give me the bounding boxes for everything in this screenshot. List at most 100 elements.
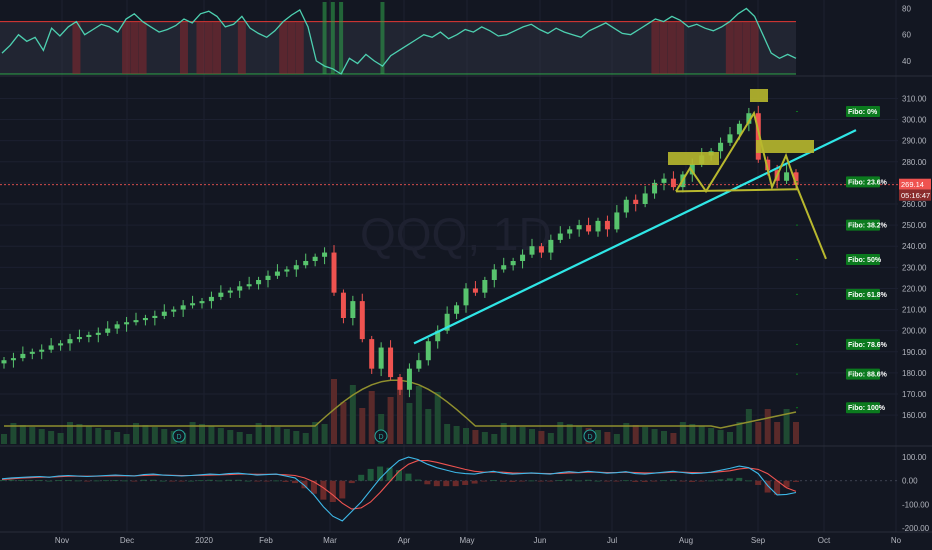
candle-body [548,239,554,253]
fibo-label-box [846,402,880,414]
macd-histogram-bar [726,478,733,481]
volume-bar [783,409,790,444]
candle-body [76,337,82,340]
volume-bar [500,423,507,444]
rsi-overbought-zone [130,21,139,74]
macd-histogram-bar [8,479,15,481]
volume-bar [793,422,799,444]
volume-bar [774,422,781,444]
macd-histogram-bar [273,480,280,482]
volume-bar [255,423,262,444]
x-tick-label: Mar [323,536,337,545]
candle-body [765,159,771,171]
candles [1,105,799,398]
macd-histogram-bar [717,479,724,481]
macd-histogram-bar [206,479,213,481]
volume-bar [293,431,300,444]
left-shoulder-box [668,152,719,165]
fibo-label: Fibo: 78.6% [848,342,888,349]
volume-bar [217,428,224,444]
macd-histogram-bar [339,480,346,499]
candle-body [20,353,26,359]
volume-bar [38,429,45,444]
macd-tick-label: -200.00 [902,524,930,533]
last-price-label: 269.14 [901,180,924,189]
candle-body [482,280,488,293]
macd-histogram-bar [414,479,421,481]
macd-histogram-bar [481,480,488,482]
rsi-overbought-zone [676,21,685,74]
candle-body [416,360,422,369]
volume-bar [199,424,205,444]
macd-histogram-bar [188,480,195,482]
volume-bar [368,391,375,444]
rsi-overbought-zone [204,21,213,74]
candle-body [652,182,658,194]
candle-body [463,288,469,306]
x-tick-label: Feb [259,536,273,545]
candle-body [557,233,563,240]
dividend-marker [583,429,597,443]
x-tick-label: Jul [607,536,617,545]
volume-bar [764,409,771,444]
rsi-overbought-zone [213,21,222,74]
volume-bar [566,424,573,444]
volume-bar [538,431,545,444]
volume-bar [519,427,526,444]
candle-body [359,301,365,340]
rsi-overbought-zone [287,21,296,74]
volume-bar [142,425,149,444]
macd-histogram-bar [736,477,743,481]
volume-bar [510,425,517,444]
candle-body [755,113,761,160]
candle-body [274,271,280,276]
candle-body [171,309,177,312]
candle-body [736,123,742,135]
head-box [750,89,768,102]
volume-bar [406,403,413,444]
macd-histogram-bar [509,480,516,482]
macd-histogram-bar [556,480,563,481]
x-tick-label: Sep [751,536,766,545]
volume-bar [76,424,83,444]
fibo-label-box [846,219,880,231]
candle-body [510,261,516,266]
price-tick-label: 180.00 [902,369,927,378]
candle-body [406,368,412,390]
volume-bar [227,430,234,444]
rsi-oversold-zone [339,2,344,74]
macd-histogram-bar [197,480,204,482]
candle-body [208,296,214,302]
volume-bar [85,426,92,444]
volume-bar [708,428,715,444]
macd-histogram-bar [367,468,374,481]
candle-body [350,301,356,318]
macd-histogram-bar [36,480,43,481]
candle-body [67,339,73,344]
macd-histogram-bar [169,480,176,482]
countdown-box [899,189,931,201]
macd-histogram-bar [84,480,91,482]
rsi-oversold-zone [322,2,327,74]
macd-panel: 100.00 0.00 -100.00 -200.00 [0,453,930,533]
macd-histogram-bar [433,480,440,487]
candle-body [746,113,752,124]
fibo-label: Fibo: 100% [848,405,886,412]
x-tick-label: No [891,536,902,545]
volume-bar [236,432,243,444]
macd-histogram-bar [755,480,762,485]
macd-histogram-bar [292,480,299,484]
dividend-marker-label: D [588,434,593,441]
volume-bar [1,434,7,444]
candle-body [152,315,158,318]
candle-body [218,292,224,297]
candle-body [538,246,544,253]
volume-bar [10,423,17,444]
rsi-oversold-zone [380,2,385,74]
right-shoulder-box [756,140,814,153]
volume-bar [95,428,102,444]
macd-histogram-bar [622,480,629,482]
price-tick-label: 250.00 [902,221,927,230]
candle-body [784,172,790,181]
